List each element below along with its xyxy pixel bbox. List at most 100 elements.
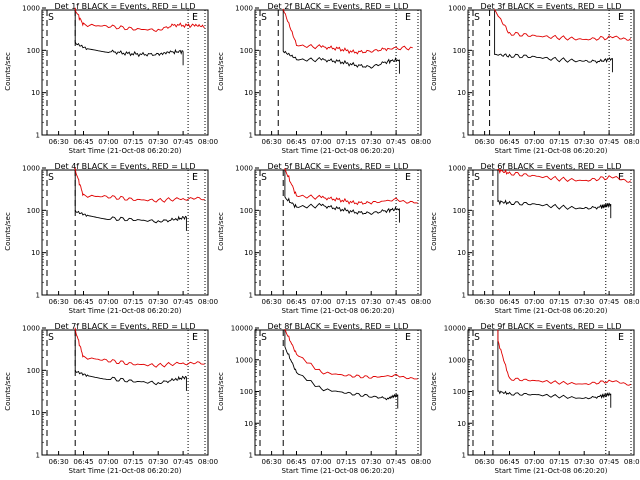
- y-tick-label: 100: [27, 367, 40, 375]
- chart-panel: Det 9f BLACK = Events, RED = LLD 1 10 100 10…: [426, 320, 640, 480]
- x-tick-label: 06:45: [286, 298, 306, 306]
- x-tick-label: 07:30: [148, 458, 168, 466]
- y-tick-label: 1000: [448, 5, 466, 13]
- y-axis-label: Counts/sec: [430, 372, 438, 411]
- lld-series-line: [284, 168, 418, 206]
- end-marker-label: E: [192, 332, 198, 343]
- end-marker-label: E: [618, 12, 624, 23]
- y-tick-label: 10: [244, 89, 253, 97]
- y-axis-label: Counts/sec: [4, 372, 12, 411]
- chart-svg: Det 8f BLACK = Events, RED = LLD 1 10 100 10…: [217, 322, 431, 475]
- events-series-line: [494, 10, 613, 64]
- y-axis-label: Counts/sec: [4, 52, 12, 91]
- chart-panel: Det 2f BLACK = Events, RED = LLD 1 10 100 10…: [213, 0, 431, 160]
- x-tick-label: 07:15: [123, 138, 143, 146]
- x-axis-label: Start Time (21-Oct-08 06:20:20): [495, 147, 608, 155]
- x-tick-label: 06:45: [73, 138, 93, 146]
- y-tick-label: 10: [457, 89, 466, 97]
- x-tick-label: 06:30: [49, 138, 69, 146]
- events-series-line: [284, 330, 399, 401]
- y-tick-label: 10: [31, 249, 40, 257]
- y-axis-label: Counts/sec: [430, 212, 438, 251]
- plot-frame: [41, 329, 209, 456]
- lld-series-line: [282, 8, 413, 55]
- events-series-line: [497, 330, 612, 400]
- x-tick-label: 08:00: [198, 298, 218, 306]
- x-tick-label: 06:30: [49, 298, 69, 306]
- y-tick-label: 100: [240, 207, 253, 215]
- chart-title: Det 3f BLACK = Events, RED = LLD: [480, 2, 621, 11]
- y-tick-label: 100: [453, 388, 466, 396]
- x-tick-label: 07:00: [524, 138, 544, 146]
- x-tick-label: 06:45: [73, 458, 93, 466]
- x-tick-label: 07:45: [599, 138, 619, 146]
- y-tick-label: 1: [249, 132, 253, 140]
- y-tick-label: 10: [457, 249, 466, 257]
- y-tick-label: 1000: [235, 356, 253, 364]
- y-axis-label: Counts/sec: [4, 212, 12, 251]
- chart-svg: Det 4f BLACK = Events, RED = LLD 1 10 100 10…: [4, 162, 218, 315]
- events-series-line: [284, 170, 400, 216]
- lld-series-line: [74, 327, 205, 368]
- x-tick-label: 06:45: [286, 138, 306, 146]
- x-tick-label: 06:30: [49, 458, 69, 466]
- x-tick-label: 06:45: [499, 458, 519, 466]
- events-series-line: [282, 10, 400, 69]
- x-axis-label: Start Time (21-Oct-08 06:20:20): [282, 307, 395, 315]
- y-tick-label: 10: [244, 420, 253, 428]
- x-tick-label: 07:15: [336, 298, 356, 306]
- chart-title: Det 7f BLACK = Events, RED = LLD: [54, 322, 195, 331]
- y-axis-label: Counts/sec: [217, 52, 225, 91]
- x-tick-label: 07:15: [549, 138, 569, 146]
- chart-svg: Det 5f BLACK = Events, RED = LLD 1 10 100 10…: [217, 162, 431, 315]
- x-tick-label: 06:30: [475, 138, 495, 146]
- start-marker-label: S: [261, 332, 267, 343]
- y-tick-label: 100: [27, 47, 40, 55]
- lld-series-line: [74, 7, 205, 33]
- end-marker-label: E: [618, 172, 624, 183]
- lld-series-line: [497, 168, 631, 183]
- chart-svg: Det 7f BLACK = Events, RED = LLD 1 10 100 10…: [4, 322, 218, 475]
- x-tick-label: 08:00: [198, 458, 218, 466]
- x-tick-label: 07:45: [599, 298, 619, 306]
- chart-panel: Det 3f BLACK = Events, RED = LLD 1 10 100 10…: [426, 0, 640, 160]
- x-tick-label: 07:45: [386, 458, 406, 466]
- x-tick-label: 06:30: [475, 458, 495, 466]
- chart-svg: Det 9f BLACK = Events, RED = LLD 1 10 100 10…: [430, 322, 640, 475]
- chart-title: Det 4f BLACK = Events, RED = LLD: [54, 162, 195, 171]
- start-marker-label: S: [48, 172, 54, 183]
- lld-series-line: [497, 330, 631, 386]
- x-axis-label: Start Time (21-Oct-08 06:20:20): [69, 467, 182, 475]
- y-tick-label: 1000: [448, 356, 466, 364]
- x-tick-label: 07:45: [599, 458, 619, 466]
- y-tick-label: 1000: [235, 165, 253, 173]
- x-tick-label: 07:00: [524, 298, 544, 306]
- x-tick-label: 07:00: [311, 458, 331, 466]
- x-tick-label: 07:00: [98, 298, 118, 306]
- y-tick-label: 1: [249, 292, 253, 300]
- chart-title: Det 8f BLACK = Events, RED = LLD: [267, 322, 408, 331]
- x-tick-label: 07:30: [361, 138, 381, 146]
- start-marker-label: S: [474, 12, 480, 23]
- chart-title: Det 6f BLACK = Events, RED = LLD: [480, 162, 621, 171]
- x-tick-label: 07:30: [361, 298, 381, 306]
- chart-title: Det 5f BLACK = Events, RED = LLD: [267, 162, 408, 171]
- y-tick-label: 10: [31, 89, 40, 97]
- y-tick-label: 1000: [448, 165, 466, 173]
- x-tick-label: 06:45: [499, 298, 519, 306]
- x-axis-label: Start Time (21-Oct-08 06:20:20): [495, 307, 608, 315]
- chart-svg: Det 6f BLACK = Events, RED = LLD 1 10 100 10…: [430, 162, 640, 315]
- start-marker-label: S: [474, 332, 480, 343]
- start-marker-label: S: [48, 332, 54, 343]
- x-tick-label: 07:30: [574, 458, 594, 466]
- end-marker-label: E: [405, 332, 411, 343]
- chart-svg: Det 2f BLACK = Events, RED = LLD 1 10 100 10…: [217, 2, 431, 155]
- y-tick-label: 1: [36, 132, 40, 140]
- y-tick-label: 10000: [444, 325, 466, 333]
- end-marker-label: E: [405, 172, 411, 183]
- y-tick-label: 1: [462, 132, 466, 140]
- y-tick-label: 1: [462, 292, 466, 300]
- y-tick-label: 100: [453, 207, 466, 215]
- chart-panel: Det 4f BLACK = Events, RED = LLD 1 10 100 10…: [0, 160, 218, 320]
- chart-panel: Det 8f BLACK = Events, RED = LLD 1 10 100 10…: [213, 320, 431, 480]
